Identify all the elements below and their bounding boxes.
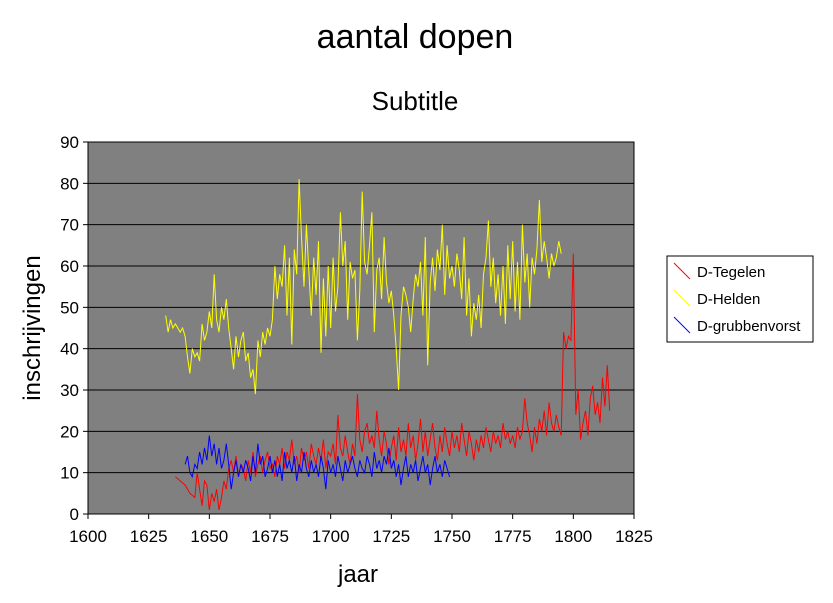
x-ticks: 1600 1625 1650 1675 1700 1725 1750 1775 1800 1825 bbox=[69, 514, 653, 546]
x-tick-label: 1625 bbox=[130, 527, 168, 546]
legend-label-d-tegelen: D-Tegelen bbox=[697, 264, 765, 281]
legend-label-d-grubbenvorst: D-grubbenvorst bbox=[697, 318, 801, 335]
y-tick-label: 90 bbox=[60, 133, 79, 152]
x-axis-label: jaar bbox=[337, 561, 378, 588]
gridlines bbox=[88, 141, 634, 474]
chart-subtitle: Subtitle bbox=[372, 86, 459, 116]
series-line-d-tegelen bbox=[175, 253, 611, 510]
y-tick-label: 50 bbox=[60, 298, 79, 317]
x-tick-label: 1675 bbox=[251, 527, 289, 546]
legend: D-Tegelen D-Helden D-grubbenvorst bbox=[666, 255, 814, 343]
y-tick-label: 80 bbox=[60, 174, 79, 193]
series-group bbox=[165, 179, 611, 510]
x-tick-label: 1600 bbox=[69, 527, 107, 546]
x-tick-label: 1800 bbox=[554, 527, 592, 546]
y-tick-label: 40 bbox=[60, 340, 79, 359]
series-line-d-grubbenvorst bbox=[184, 435, 451, 490]
y-tick-label: 30 bbox=[60, 381, 79, 400]
x-tick-label: 1775 bbox=[494, 527, 532, 546]
x-tick-label: 1825 bbox=[615, 527, 653, 546]
legend-swatch-d-helden bbox=[673, 289, 691, 307]
x-tick-label: 1725 bbox=[372, 527, 410, 546]
y-ticks: 0 10 20 30 40 50 60 70 80 90 bbox=[60, 133, 88, 524]
y-tick-label: 20 bbox=[60, 422, 79, 441]
legend-items: D-Tegelen D-Helden D-grubbenvorst bbox=[673, 262, 801, 335]
y-axis-label: inschrijvingen bbox=[19, 255, 46, 400]
legend-label-d-helden: D-Helden bbox=[697, 291, 760, 308]
y-tick-label: 70 bbox=[60, 216, 79, 235]
chart-title: aantal dopen bbox=[317, 18, 514, 56]
x-tick-label: 1750 bbox=[433, 527, 471, 546]
legend-box bbox=[666, 255, 814, 343]
legend-swatch-d-tegelen bbox=[673, 262, 691, 280]
series-line-d-helden bbox=[165, 179, 562, 395]
y-tick-label: 0 bbox=[70, 505, 79, 524]
y-tick-label: 10 bbox=[60, 464, 79, 483]
x-tick-label: 1700 bbox=[312, 527, 350, 546]
legend-swatch-d-grubbenvorst bbox=[673, 316, 691, 334]
x-tick-label: 1650 bbox=[190, 527, 228, 546]
y-tick-label: 60 bbox=[60, 257, 79, 276]
plot-area bbox=[87, 141, 635, 515]
